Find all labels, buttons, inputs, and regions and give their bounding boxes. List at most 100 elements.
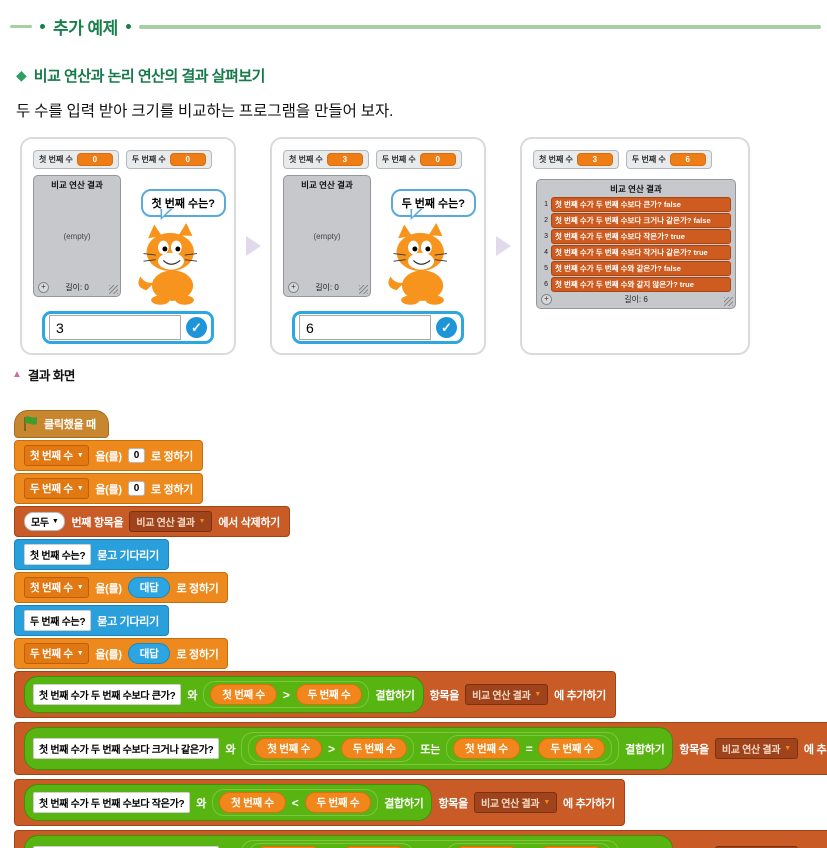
scratch-block-list[interactable]: 첫 번째 수가 두 번째 수보다 작거나 같은가?와첫 번째 수<두 번째 수또… (14, 830, 827, 848)
list-add-button[interactable]: + (38, 282, 49, 293)
block-label: 와 (196, 797, 207, 810)
text-input[interactable]: 첫 번째 수가 두 번째 수보다 작거나 같은가? (33, 846, 220, 848)
text-input[interactable]: 첫 번째 수가 두 번째 수보다 크거나 같은가? (33, 738, 220, 759)
list-dropdown[interactable]: 비교 연산 결과▼ (714, 738, 798, 759)
variable-dropdown[interactable]: 첫 번째 수 ▼ (24, 577, 90, 598)
index-dropdown[interactable]: 모두 ▼ (24, 512, 66, 531)
variable-reporter[interactable]: 첫 번째 수 (255, 738, 322, 759)
operator-block[interactable]: 첫 번째 수 = 두 번째 수 (446, 735, 613, 762)
variable-watcher: 두 번째 수 6 (625, 150, 712, 169)
watcher-value: 0 (169, 153, 206, 166)
text-input[interactable]: 두 번째 수는? (24, 610, 92, 631)
answer-reporter[interactable]: 대답 (127, 643, 171, 664)
list-length: 길이: 0 (315, 283, 339, 292)
answer-input[interactable]: 3 (49, 315, 181, 340)
operator-block[interactable]: 첫 번째 수가 두 번째 수보다 큰가? 와 첫 번째 수 > 두 번째 수 결합하기 (24, 676, 424, 713)
block-label: 항목을 (679, 743, 709, 756)
list-dropdown[interactable]: 비교 연산 결과▼ (129, 511, 213, 532)
scratch-block-list[interactable]: 첫 번째 수가 두 번째 수보다 크거나 같은가? 와 첫 번째 수 > 두 번째 수 또… (14, 722, 827, 775)
scratch-cat-sprite[interactable] (132, 223, 210, 307)
scratch-block-var[interactable]: 두 번째 수 ▼ 을(를) 대답 로 정하기 (14, 638, 229, 669)
list-length: 길이: 6 (624, 295, 648, 304)
list-title: 비교 연산 결과 (301, 180, 353, 190)
block-label: 로 정하기 (176, 582, 219, 595)
list-item-index: 4 (544, 249, 548, 256)
scratch-block-list[interactable]: 첫 번째 수가 두 번째 수보다 작은가? 와 첫 번째 수 < 두 번째 수 결합하기 항… (14, 779, 625, 826)
watcher-label: 두 번째 수 (631, 155, 666, 164)
watcher-value: 0 (76, 153, 113, 166)
operator-block[interactable]: 첫 번째 수=두 번째 수 (446, 843, 613, 848)
list-add-button[interactable]: + (288, 282, 299, 293)
list-resize-handle[interactable] (359, 285, 368, 294)
scratch-block-list[interactable]: 모두 ▼ 번째 항목을 비교 연산 결과 ▼ 에서 삭제하기 (14, 506, 290, 537)
text-input[interactable]: 첫 번째 수가 두 번째 수보다 큰가? (33, 684, 182, 705)
operator-block[interactable]: 첫 번째 수<두 번째 수 (248, 843, 415, 848)
scratch-block-var[interactable]: 첫 번째 수 ▼ 을(를) 대답 로 정하기 (14, 572, 229, 603)
number-input[interactable]: 0 (127, 448, 145, 463)
header-dot-right (125, 24, 131, 29)
chevron-down-icon: ▼ (76, 485, 84, 492)
block-label: 에 추가하기 (554, 689, 606, 702)
scratch-block-list[interactable]: 첫 번째 수가 두 번째 수보다 큰가? 와 첫 번째 수 > 두 번째 수 결합하기 항목… (14, 671, 616, 718)
submit-check-button[interactable]: ✓ (436, 317, 457, 338)
answer-value: 6 (306, 319, 314, 336)
result-caption: ▲ 결과 화면 (12, 365, 827, 384)
block-label: 로 정하기 (176, 648, 219, 661)
variable-reporter[interactable]: 두 번째 수 (304, 792, 372, 813)
variable-watcher: 두 번째 수 0 (125, 150, 212, 169)
submit-check-button[interactable]: ✓ (186, 317, 207, 338)
operator-symbol: > (282, 687, 290, 702)
operator-block[interactable]: 첫 번째 수<두 번째 수 (212, 789, 379, 816)
scratch-block-ask[interactable]: 첫 번째 수는? 묻고 기다리기 (14, 539, 169, 570)
operator-block[interactable]: 첫 번째 수가 두 번째 수보다 작은가? 와 첫 번째 수 < 두 번째 수 결합하기 (24, 784, 433, 821)
operator-block[interactable]: 첫 번째 수가 두 번째 수보다 크거나 같은가? 와 첫 번째 수 > 두 번째 수 또… (24, 727, 674, 770)
list-resize-handle[interactable] (724, 297, 733, 306)
block-label: 을(를) (95, 582, 122, 595)
list-dropdown[interactable]: 비교 연산 결과▼ (714, 846, 798, 848)
scratch-block-var[interactable]: 첫 번째 수 ▼ 을(를) 0 로 정하기 (14, 440, 204, 471)
text-input[interactable]: 첫 번째 수가 두 번째 수보다 작은가? (33, 792, 191, 813)
number-input[interactable]: 0 (127, 481, 145, 496)
operator-symbol: = (525, 741, 533, 756)
list-add-button[interactable]: + (541, 294, 552, 305)
variable-dropdown[interactable]: 두 번째 수 ▼ (24, 478, 90, 499)
variable-watcher: 첫 번째 수 3 (283, 150, 369, 169)
variable-reporter[interactable]: 첫 번째 수 (210, 684, 277, 705)
scratch-block-var[interactable]: 두 번째 수 ▼ 을(를) 0 로 정하기 (14, 473, 204, 504)
scratch-block-hat[interactable]: 클릭했을 때 (14, 410, 109, 438)
variable-reporter[interactable]: 두 번째 수 (295, 684, 363, 705)
list-resize-handle[interactable] (109, 285, 118, 294)
operator-block[interactable]: 첫 번째 수 > 두 번째 수 또는 첫 번째 수 = 두 번째 수 (241, 732, 620, 765)
variable-reporter[interactable]: 첫 번째 수 (453, 738, 520, 759)
block-label: 묻고 기다리기 (97, 549, 159, 562)
watcher-label: 첫 번째 수 (289, 155, 323, 164)
block-label: 로 정하기 (150, 450, 194, 463)
text-input[interactable]: 첫 번째 수는? (24, 544, 92, 565)
list-empty-text: (empty) (313, 231, 341, 241)
operator-block[interactable]: 첫 번째 수가 두 번째 수보다 작거나 같은가?와첫 번째 수<두 번째 수또… (24, 835, 674, 848)
watcher-value: 3 (576, 153, 613, 166)
list-dropdown[interactable]: 비교 연산 결과▼ (465, 684, 549, 705)
chevron-down-icon: ▼ (76, 584, 84, 591)
answer-input[interactable]: 6 (299, 315, 431, 340)
variable-reporter[interactable]: 두 번째 수 (538, 738, 606, 759)
variable-reporter[interactable]: 두 번째 수 (340, 738, 408, 759)
page-title: 추가 예제 (53, 19, 118, 38)
cat-icon (388, 223, 448, 305)
operator-block[interactable]: 첫 번째 수 > 두 번째 수 (203, 681, 370, 708)
scratch-cat-sprite[interactable] (382, 223, 460, 307)
scratch-block-ask[interactable]: 두 번째 수는? 묻고 기다리기 (14, 605, 169, 636)
stage-panels-row: 첫 번째 수 0 두 번째 수 0 비교 연산 결과 (empty) + 길이:… (20, 137, 827, 355)
variable-dropdown[interactable]: 두 번째 수 ▼ (24, 643, 90, 664)
block-label: 을(를) (95, 483, 122, 496)
block-label: 번째 항목을 (71, 516, 124, 529)
variable-reporter[interactable]: 첫 번째 수 (219, 792, 286, 813)
operator-block[interactable]: 첫 번째 수 > 두 번째 수 (248, 735, 415, 762)
variable-watchers: 첫 번째 수 3 두 번째 수 0 (283, 150, 462, 169)
list-dropdown[interactable]: 비교 연산 결과▼ (473, 792, 557, 813)
variable-dropdown[interactable]: 첫 번째 수 ▼ (24, 445, 90, 466)
answer-reporter[interactable]: 대답 (127, 577, 171, 598)
